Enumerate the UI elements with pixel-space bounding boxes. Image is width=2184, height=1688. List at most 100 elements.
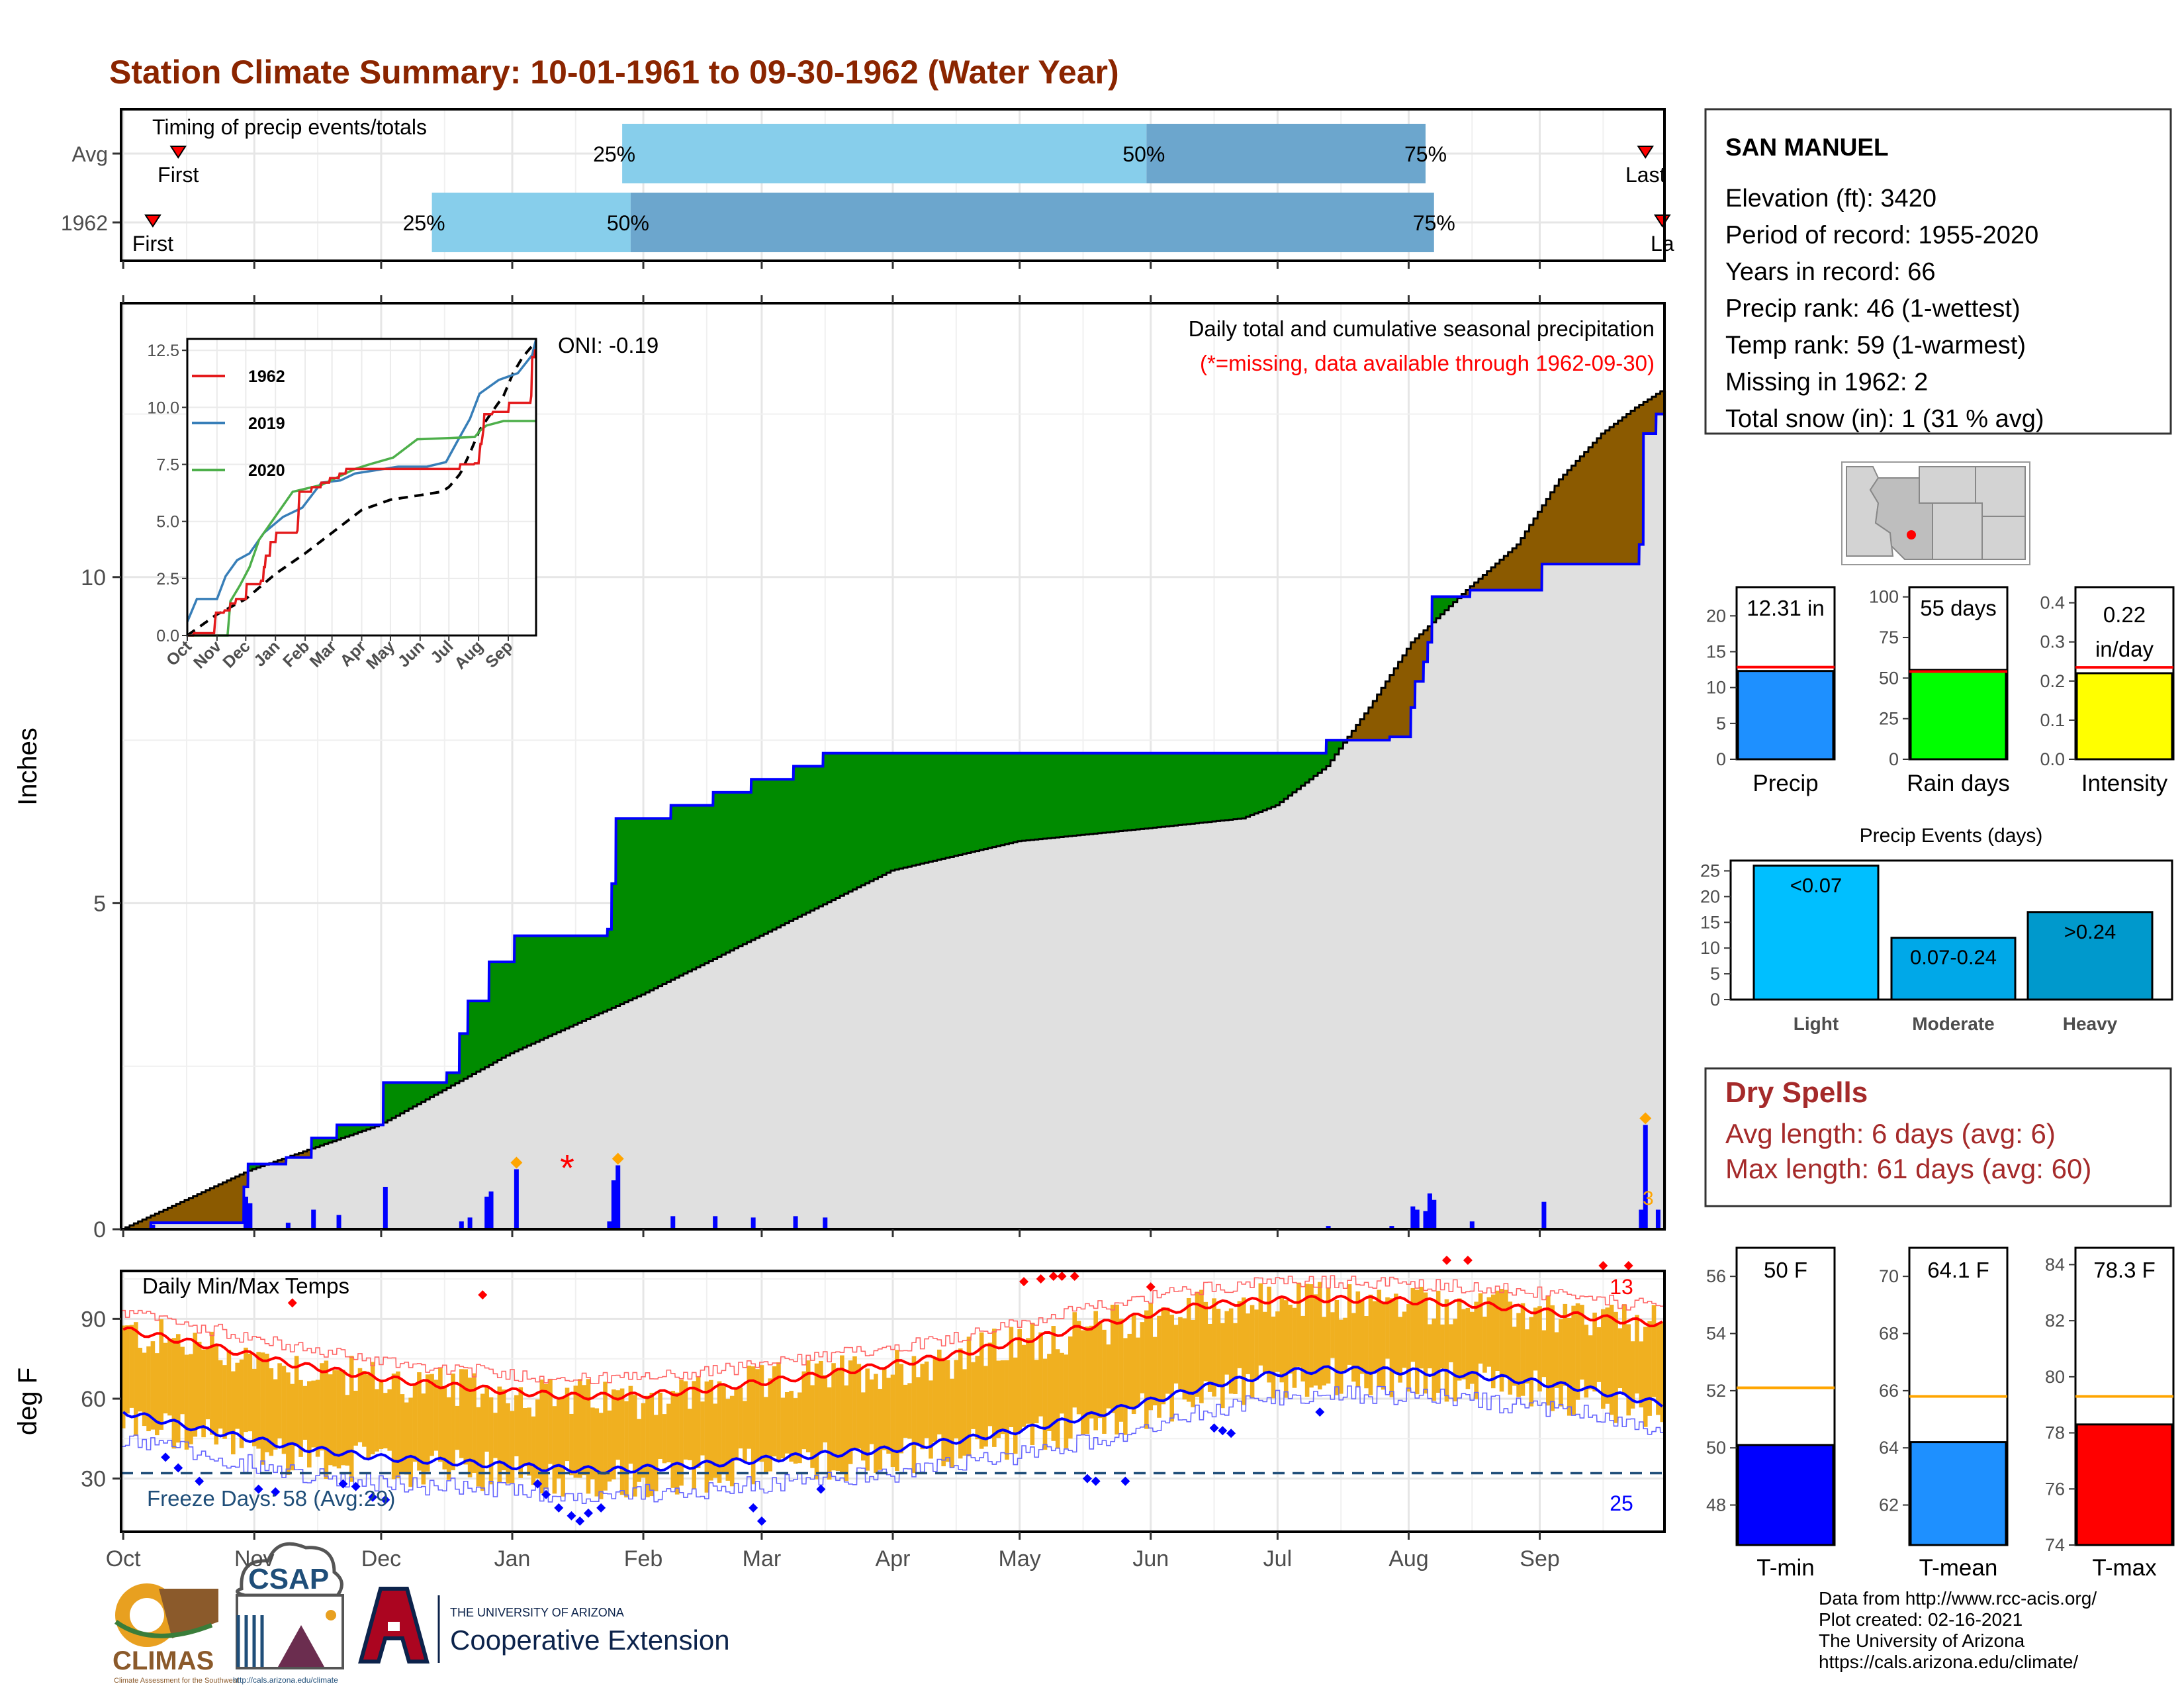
record-high-marker: [1048, 1272, 1058, 1282]
daily-temp-range-bar: [835, 1368, 841, 1471]
station-info-line: Total snow (in): 1 (31 % avg): [1725, 405, 2044, 433]
freeze-days-label: Freeze Days: 58 (Avg:29): [147, 1486, 395, 1511]
daily-temp-range-bar: [708, 1380, 713, 1481]
daily-temp-range-bar: [1191, 1319, 1195, 1407]
daily-precip-bar: [311, 1209, 316, 1229]
daily-temp-range-bar: [497, 1386, 502, 1483]
daily-precip-bar: [607, 1221, 612, 1229]
daily-temp-range-bar: [764, 1397, 768, 1474]
daily-temp-range-bar: [755, 1369, 760, 1462]
daily-temp-range-bar: [1026, 1338, 1030, 1424]
timing-first-marker: [144, 214, 161, 228]
record-low-marker: [351, 1481, 361, 1491]
temp-bar-ytick: 74: [2045, 1535, 2065, 1555]
daily-temp-range-bar: [941, 1358, 946, 1467]
daily-temp-range-bar: [1617, 1328, 1623, 1389]
record-low-marker: [554, 1503, 564, 1513]
station-info-line: Missing in 1962: 2: [1725, 369, 1928, 397]
record-low-marker: [1315, 1407, 1325, 1417]
inset-ytick-label: 0.0: [156, 627, 179, 645]
daily-precip-bar: [1655, 1209, 1661, 1229]
daily-temp-range-bar: [1359, 1300, 1365, 1374]
timing-first-label: First: [158, 163, 199, 187]
precip-events-ytick: 10: [1700, 938, 1720, 958]
daily-temp-range-bar: [692, 1381, 697, 1489]
daily-temp-range-bar: [632, 1395, 637, 1497]
daily-temp-range-bar: [1465, 1307, 1471, 1389]
footer: Data from http://www.rcc-acis.org/Plot c…: [113, 1542, 2097, 1685]
temp-ytick-label: 90: [81, 1307, 106, 1332]
daily-temp-range-bar: [565, 1387, 570, 1462]
daily-temp-range-bar: [916, 1377, 921, 1446]
daily-temp-range-bar: [1656, 1325, 1661, 1415]
summary-bar-label: Intensity: [2081, 771, 2168, 796]
daily-temp-range-bar: [1630, 1341, 1635, 1409]
temp-chart-title: Daily Min/Max Temps: [142, 1274, 349, 1298]
daily-temp-range-bar: [1313, 1294, 1318, 1386]
daily-temp-range-bar: [556, 1398, 561, 1479]
daily-temp-range-bar: [700, 1401, 705, 1456]
daily-temp-range-bar: [1275, 1311, 1280, 1372]
daily-temp-range-bar: [189, 1354, 193, 1444]
daily-temp-range-bar: [628, 1385, 633, 1464]
daily-temp-range-bar: [1469, 1311, 1475, 1384]
daily-temp-range-bar: [476, 1407, 481, 1487]
daily-temp-range-bar: [1212, 1298, 1216, 1397]
temp-bar-label: T-max: [2092, 1555, 2157, 1581]
record-low-marker: [1082, 1474, 1092, 1483]
daily-temp-range-bar: [256, 1352, 261, 1449]
daily-temp-range-bar: [341, 1370, 345, 1466]
temp-bar-ytick: 78: [2045, 1423, 2065, 1443]
daily-temp-range-bar: [729, 1395, 735, 1487]
below-average-area: [1461, 391, 1664, 597]
daily-temp-range-bar: [582, 1385, 586, 1476]
daily-temp-range-bar: [1021, 1344, 1026, 1427]
record-low-marker: [253, 1484, 263, 1494]
temp-bar-t-min: 48 50 52 54 56 50 F T-min: [1706, 1246, 1836, 1581]
record-high-marker: [1623, 1260, 1633, 1270]
daily-temp-range-bar: [1283, 1300, 1289, 1398]
daily-precip-bar: [484, 1196, 490, 1229]
record-low-count: 25: [1610, 1491, 1633, 1515]
record-high-marker: [1146, 1282, 1156, 1292]
daily-temp-range-bar: [277, 1363, 282, 1438]
daily-temp-range-bar: [522, 1407, 527, 1466]
daily-temp-range-bar: [1106, 1344, 1111, 1409]
daily-temp-range-bar: [514, 1395, 519, 1456]
summary-bar-value-label: 55 days: [1920, 596, 1997, 620]
daily-temp-range-bar: [1504, 1289, 1508, 1377]
timing-q75-label: 75%: [1404, 142, 1447, 166]
daily-precip-bar: [383, 1186, 388, 1229]
daily-temp-range-bar: [1136, 1337, 1140, 1406]
daily-temp-range-bar: [670, 1391, 676, 1488]
daily-temp-range-bar: [120, 1325, 126, 1429]
daily-temp-range-bar: [210, 1331, 214, 1435]
daily-precip-bar: [823, 1217, 828, 1229]
climas-logo: CLIMAS Climate Assessment for the Southw…: [113, 1583, 238, 1685]
daily-temp-range-bar: [776, 1362, 781, 1461]
daily-temp-range-bar: [688, 1409, 692, 1460]
summary-ytick-label: 100: [1869, 587, 1899, 607]
daily-temp-range-bar: [612, 1389, 616, 1479]
daily-temp-range-bar: [1009, 1327, 1014, 1427]
daily-temp-range-bar: [1537, 1306, 1542, 1392]
daily-temp-range-bar: [1423, 1292, 1428, 1394]
month-axis-label: Apr: [876, 1546, 911, 1571]
station-name: SAN MANUEL: [1725, 134, 1889, 161]
summary-bar-rain-days: 0 25 50 75 100 55 days Rain days: [1869, 586, 2010, 796]
daily-temp-range-bar: [1267, 1286, 1271, 1383]
daily-temp-range-bar: [1508, 1301, 1513, 1395]
daily-temp-range-bar: [142, 1352, 147, 1427]
precip-event-label: Light: [1794, 1013, 1839, 1034]
record-low-marker: [1218, 1426, 1228, 1436]
daily-temp-range-bar: [1228, 1308, 1234, 1394]
daily-temp-range-bar: [1449, 1324, 1453, 1362]
daily-temp-range-bar: [552, 1406, 557, 1494]
precip-event-label: Heavy: [2063, 1013, 2118, 1034]
daily-temp-range-bar: [1140, 1322, 1145, 1393]
daily-temp-range-bar: [493, 1413, 498, 1458]
daily-temp-range-bar: [831, 1363, 836, 1471]
timing-q25-label: 25%: [593, 142, 635, 166]
daily-temp-range-bar: [451, 1373, 455, 1471]
